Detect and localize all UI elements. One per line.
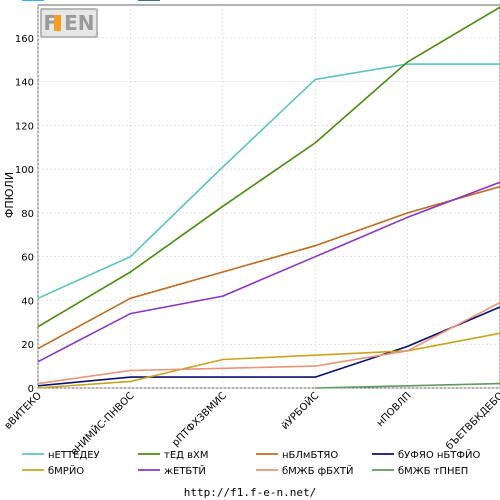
legend-label: бУФЯО нБТФЙО [398,448,480,461]
y-tick-label: 140 [15,78,34,89]
series-line [37,332,500,389]
x-tick-label: еНИМЙС-ПНВОС [68,389,137,458]
x-tick-label: йУРБОЙС [278,389,321,432]
f1en-logo: F EN [40,8,98,38]
series-line [315,382,500,389]
x-tick-label: бЪЕТВБКДЕБО [444,390,500,452]
series-line [37,306,500,387]
legend-label: бМРЙО [48,464,84,477]
series-line [37,181,500,363]
series-line [37,185,500,350]
x-tick-label: рПТФХЗВМИС [170,390,229,449]
y-tick-label: 60 [21,253,34,264]
series-line [37,301,500,385]
gridlines [37,5,500,389]
legend-label: иББУ [48,0,74,3]
legend-label: бМЖБ тПНЕП [398,466,468,477]
y-tick-label: 100 [15,165,34,176]
x-tick-label: вВИТЕКО [3,390,45,432]
plot-area [37,4,500,389]
legend-label: нЕТТЕДЕУ [48,450,100,461]
x-tick-labels: вВИТЕКО еНИМЙС-ПНВОС рПТФХЗВМИС йУРБОЙС нПОВ… [3,389,500,458]
legend-label: нБЛмБТЯО [282,450,338,461]
legend-label: хЙМСНУ [164,0,207,3]
y-axis-label: ФПЮЛИ [3,172,16,218]
legend-label: бМЖБ фБХТЙ [282,464,353,477]
legend-label: жЕТБТЙ [164,464,206,477]
y-tick-label: 160 [15,34,34,45]
series-line [37,6,500,328]
y-tick-labels: 0 20 40 60 80 100 120 140 160 [15,34,34,395]
legend-label: тЕД вХМ [164,450,209,461]
footer-url[interactable]: http://f1.f-e-n.net/ [183,486,317,499]
svg-text:F EN: F EN [43,11,94,35]
y-tick-label: 40 [21,296,34,307]
y-tick-label: 80 [21,209,34,220]
y-tick-label: 120 [15,121,34,132]
series-line [37,63,500,300]
y-tick-label: 0 [28,384,34,395]
x-tick-label: нПОВЛП [375,390,414,429]
legend: нЕТТЕДЕУ тЕД вХМ нБЛмБТЯО бУФЯО нБТФЙО бМРЙО… [22,0,480,477]
series-lines [37,6,500,389]
y-tick-label: 20 [21,340,34,351]
